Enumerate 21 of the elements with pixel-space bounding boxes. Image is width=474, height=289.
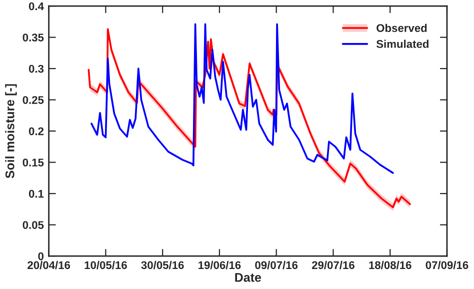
y-tick-label: 0.05 — [22, 221, 44, 229]
x-tick-label: 30/05/16 — [141, 260, 184, 270]
y-tick-label: 0.15 — [22, 158, 44, 166]
y-tick-label: 0.25 — [22, 96, 44, 104]
y-tick-label: 0.2 — [28, 127, 44, 136]
y-tick-label: 0.3 — [28, 64, 44, 73]
x-tick-label: 19/06/16 — [198, 260, 241, 270]
x-tick-label: 10/05/16 — [84, 260, 127, 270]
x-tick-label: 07/09/16 — [426, 260, 468, 270]
x-tick-label: 09/07/16 — [255, 260, 298, 270]
legend-label: Observed — [376, 24, 427, 32]
x-tick-label: 20/04/16 — [28, 260, 70, 270]
y-tick-label: 0.35 — [22, 34, 44, 42]
x-tick-label: 18/08/16 — [369, 260, 412, 270]
x-tick-label: 29/07/16 — [312, 260, 354, 270]
y-tick-label: 0 — [38, 252, 44, 260]
y-axis-title: Soil moisture [-] — [5, 84, 17, 178]
y-tick-label: 0.1 — [28, 190, 44, 198]
y-tick-label: 0.4 — [28, 2, 44, 10]
legend-label: Simulated — [376, 40, 428, 48]
x-axis-title: Date — [235, 273, 262, 282]
